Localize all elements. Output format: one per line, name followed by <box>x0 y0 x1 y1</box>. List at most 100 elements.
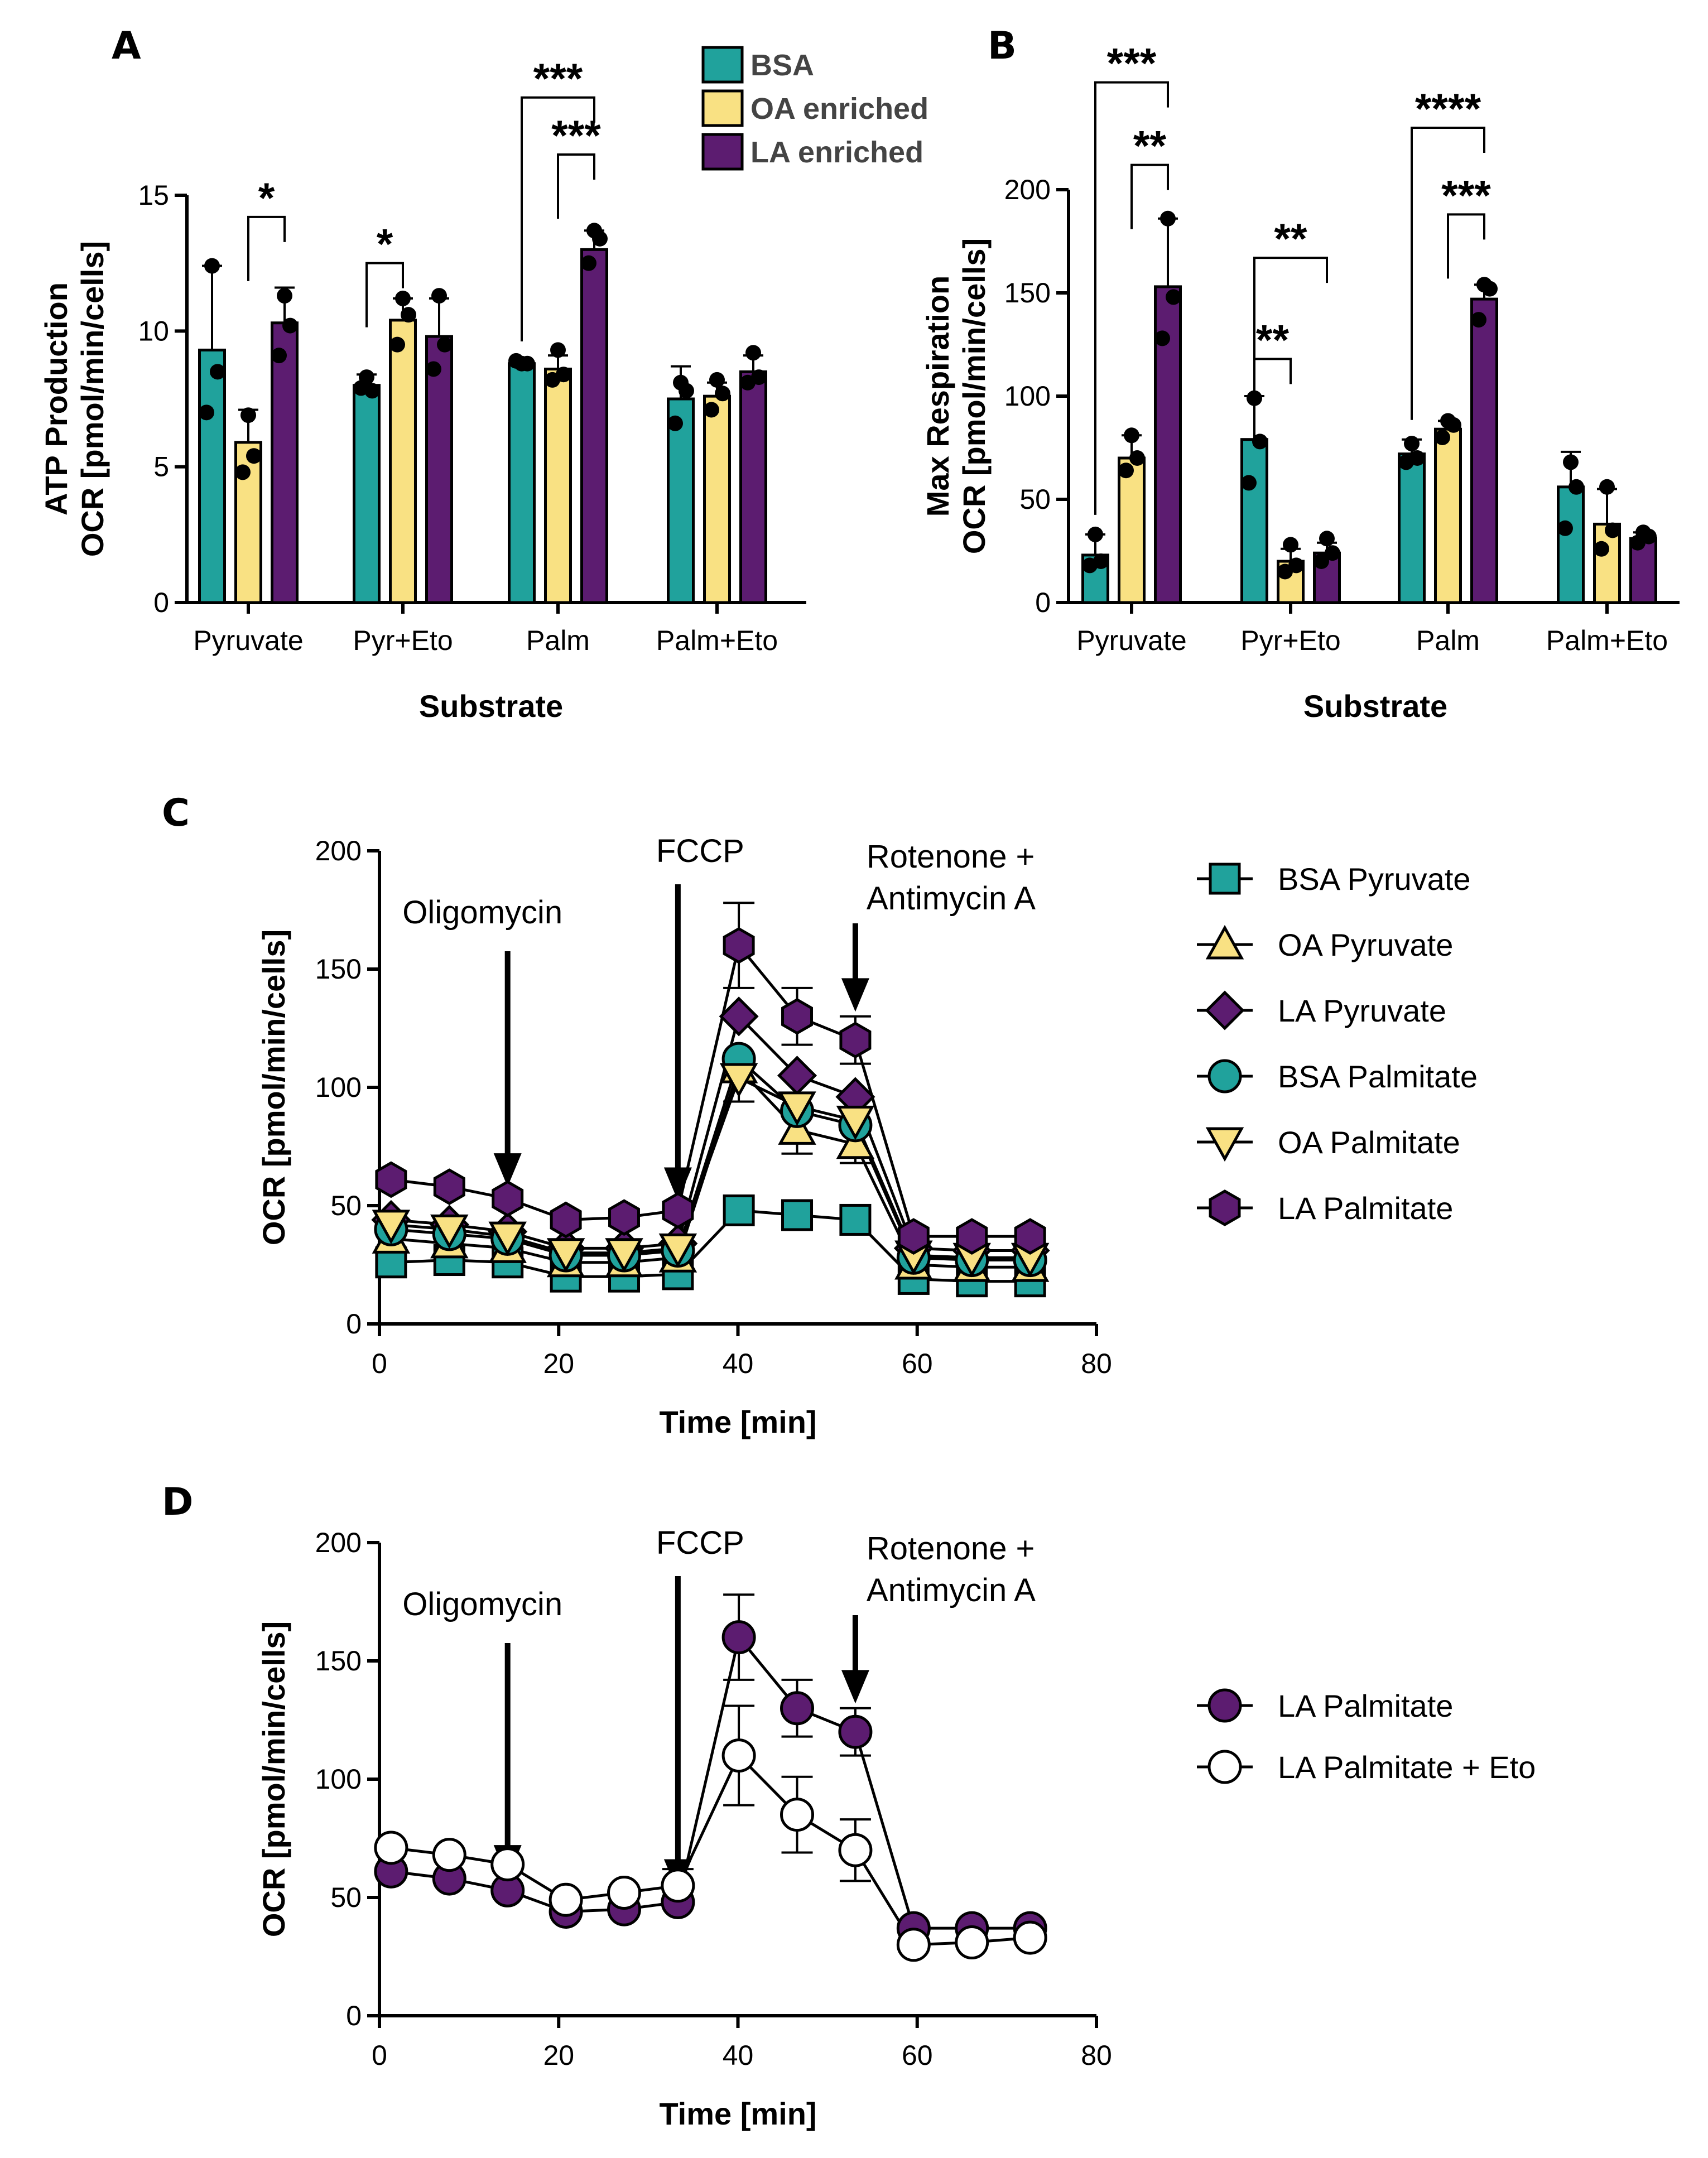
marker-la-palmitate-eto <box>896 1928 931 1962</box>
x-axis-title: Time [min] <box>659 1404 816 1439</box>
panel-c-letter: C <box>162 791 190 835</box>
x-tick-label: 60 <box>902 2040 933 2071</box>
y-axis-title-line2: OCR [pmol/min/cells] <box>956 238 992 554</box>
legend-label-la-pyruvate: LA Pyruvate <box>1278 993 1446 1028</box>
data-point <box>1118 463 1134 479</box>
x-tick-label: 20 <box>543 2040 574 2071</box>
marker-la-palmitate-eto <box>838 1833 873 1867</box>
x-axis-title: Substrate <box>1303 688 1447 724</box>
legend-label-oa-pyruvate: OA Pyruvate <box>1278 927 1453 962</box>
significance-bracket <box>1094 81 1169 515</box>
data-point <box>1563 454 1579 470</box>
data-point <box>426 361 441 377</box>
y-tick-label: 100 <box>315 1764 362 1795</box>
data-point <box>246 448 262 464</box>
data-point <box>389 336 405 353</box>
panel-b: B 0 50 100 150 200 Pyruvate Pyr+Eto Palm Palm+Eto… <box>920 24 1680 724</box>
panel-c: C 0 50 100 150 200 0 20 40 60 80 Time [min] OCR [pmo… <box>162 791 1478 1439</box>
y-tick-label: 200 <box>315 835 362 866</box>
injection-label-oligomycin: Oligomycin <box>402 1586 562 1622</box>
bar-la-enriched-pyr-eto <box>425 335 453 604</box>
legend-marker-oa-palmitate <box>1205 1127 1244 1162</box>
panel-d: D 0 50 100 150 200 0 20 40 60 80 Time [min] OCR [pmo… <box>162 1480 1536 2131</box>
significance-bracket <box>1253 358 1292 423</box>
marker-la-palmitate-eto <box>780 1798 815 1832</box>
x-tick-label: 20 <box>543 1348 574 1379</box>
bar-bsa-pyr-eto <box>1240 438 1268 604</box>
x-axis-title: Time [min] <box>659 2096 816 2131</box>
data-point <box>235 464 251 480</box>
y-tick-label: 0 <box>346 2000 362 2031</box>
marker-la-palmitate <box>897 1218 930 1255</box>
marker-la-palmitate <box>550 1201 582 1239</box>
significance-stars: ** <box>1256 316 1290 364</box>
y-tick-label: 50 <box>330 1882 362 1913</box>
injection-label-rotenone: Antimycin A <box>867 1572 1036 1608</box>
data-point <box>592 230 608 247</box>
data-point <box>1630 534 1646 551</box>
significance-bracket <box>1411 127 1485 420</box>
marker-la-palmitate-eto <box>955 1925 989 1960</box>
marker-la-palmitate-eto <box>1013 1920 1047 1955</box>
data-point <box>1435 430 1450 445</box>
x-tick-label: 40 <box>723 1348 754 1379</box>
injection-label-fccp: FCCP <box>656 1525 744 1561</box>
data-point <box>704 402 719 418</box>
y-tick-label: 0 <box>346 1308 362 1340</box>
bar-oa-enriched-palm-eto <box>703 394 731 604</box>
data-point <box>1319 531 1335 547</box>
series-line-la-pyruvate <box>391 1013 1031 1253</box>
series-line-la-palmitate <box>391 1634 1031 1930</box>
panel-b-letter: B <box>988 24 1017 68</box>
data-point <box>1166 289 1181 305</box>
data-point <box>1088 526 1103 542</box>
marker-la-palmitate-eto <box>374 1831 408 1865</box>
y-tick-label: 50 <box>1019 484 1051 515</box>
marker-la-palmitate <box>608 1199 640 1236</box>
x-tick-label-pyr-eto: Pyr+Eto <box>1240 625 1340 656</box>
y-tick-label: 100 <box>1004 380 1051 412</box>
data-point <box>1129 450 1145 466</box>
significance-stars: *** <box>1107 40 1157 88</box>
y-tick-label: 0 <box>1035 587 1051 618</box>
data-point <box>1482 281 1498 297</box>
data-point <box>715 386 730 402</box>
x-tick-label: 60 <box>902 1348 933 1379</box>
bar-legend: BSA OA enriched LA enriched <box>701 46 928 171</box>
marker-oa-palmitate <box>546 1238 585 1273</box>
x-tick-label: 80 <box>1081 2040 1112 2071</box>
x-axis-title: Substrate <box>419 688 563 724</box>
bar-la-enriched-palm-eto <box>739 370 767 604</box>
y-axis-title: OCR [pmol/min/cells] <box>256 1621 291 1937</box>
data-point <box>240 407 256 423</box>
significance-bracket <box>1130 163 1169 229</box>
injection-arrow-head <box>493 1153 522 1187</box>
marker-la-palmitate-eto <box>721 1738 756 1773</box>
bar-la-enriched-palm <box>1470 297 1498 604</box>
y-tick-label: 200 <box>315 1527 362 1558</box>
significance-bracket <box>247 215 286 281</box>
legend-label-bsa: BSA <box>750 49 814 82</box>
legend-label-la-palmitate-eto: LA Palmitate + Eto <box>1278 1750 1536 1785</box>
significance-stars: **** <box>1415 85 1481 133</box>
marker-la-palmitate <box>780 1691 815 1726</box>
y-tick-label: 10 <box>138 315 169 346</box>
y-tick-label: 200 <box>1004 174 1051 205</box>
y-tick-label: 5 <box>153 451 169 483</box>
data-point <box>1283 537 1298 553</box>
significance-bracket <box>1447 213 1485 279</box>
data-point <box>1277 563 1293 580</box>
legend-marker-la-pyruvate <box>1205 990 1245 1030</box>
data-point <box>401 307 416 323</box>
bar-la-enriched-palm <box>580 248 608 604</box>
x-tick-label-palm: Palm <box>1416 625 1480 656</box>
data-point <box>545 372 560 388</box>
data-point <box>1557 520 1573 536</box>
data-point <box>1154 330 1170 346</box>
marker-bsa-pyruvate <box>781 1199 814 1231</box>
x-tick-label: 0 <box>372 1348 387 1379</box>
x-tick-label-palm-eto: Palm+Eto <box>1546 625 1668 656</box>
significance-bracket <box>365 262 404 327</box>
data-point <box>740 374 756 391</box>
bar-bsa-palm-eto <box>1557 485 1585 604</box>
